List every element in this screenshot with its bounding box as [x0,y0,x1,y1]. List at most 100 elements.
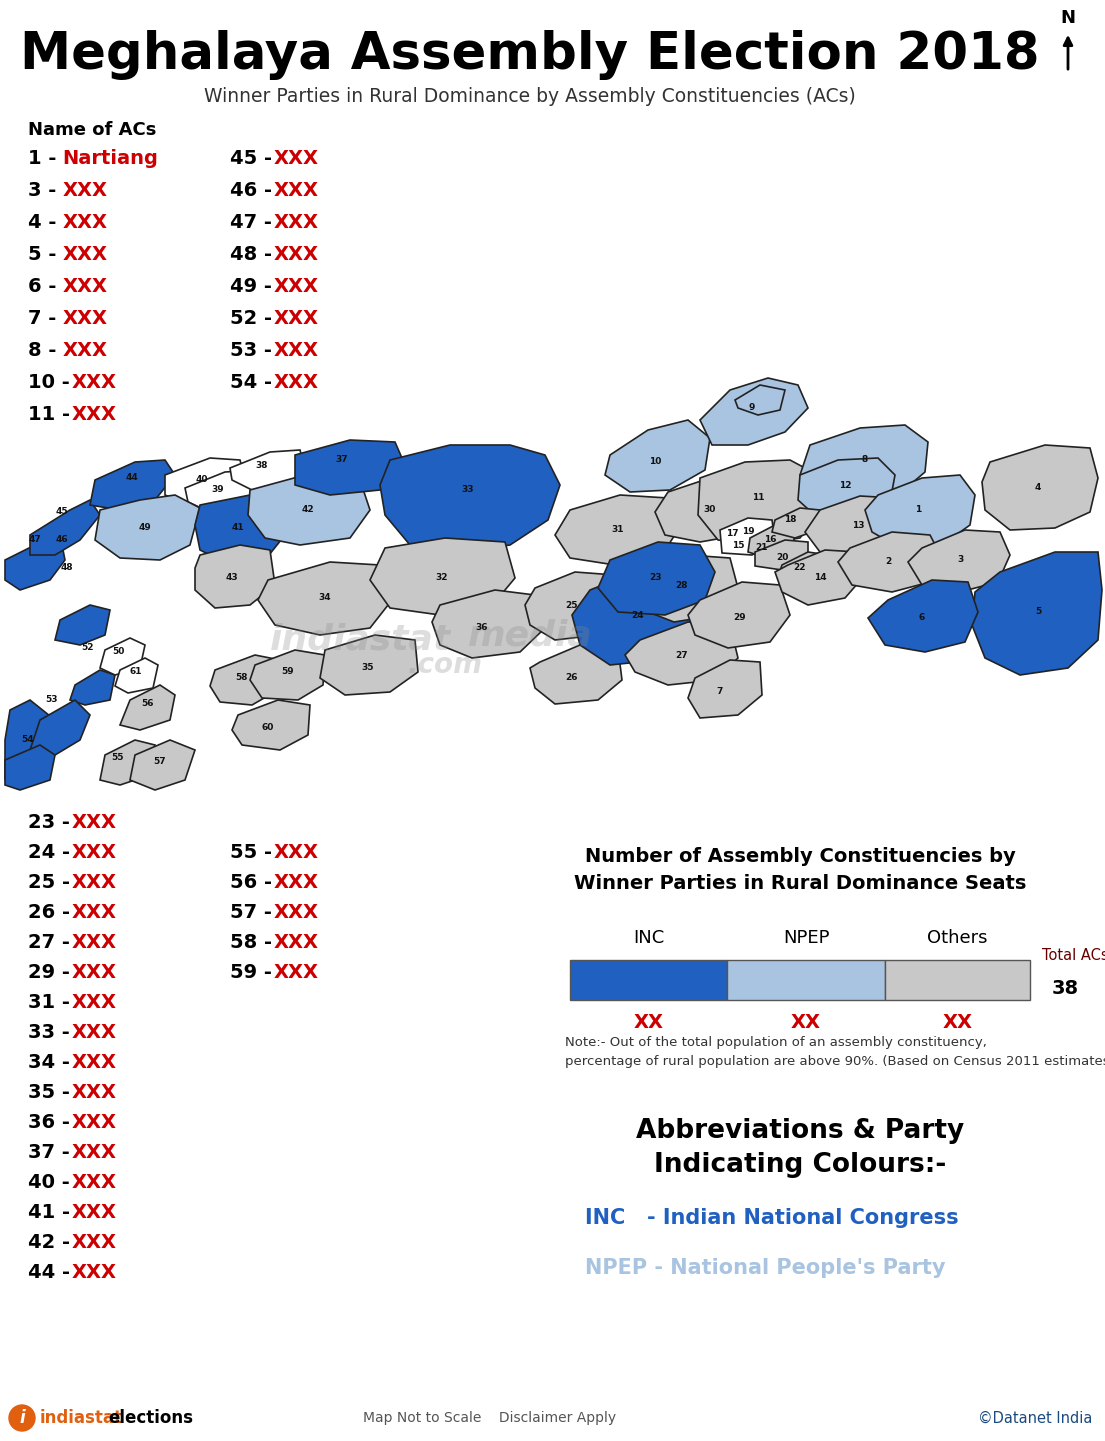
Text: 8 -: 8 - [28,340,63,359]
Text: XX: XX [943,1013,972,1032]
Text: 58: 58 [235,673,249,683]
Text: 46: 46 [55,536,69,545]
Text: XXX: XXX [72,405,116,424]
Text: 33: 33 [462,486,474,494]
Text: XXX: XXX [72,932,116,951]
Text: 47: 47 [29,536,41,545]
Text: XXX: XXX [72,1052,116,1072]
Text: 17: 17 [726,529,738,537]
Polygon shape [194,496,285,565]
Text: ©Datanet India: ©Datanet India [978,1411,1092,1425]
Text: XXX: XXX [63,340,107,359]
Polygon shape [130,741,194,790]
Text: 8: 8 [862,455,869,464]
Text: XXX: XXX [273,180,318,199]
Text: 19: 19 [741,527,755,536]
Text: NPEP: NPEP [782,929,830,947]
Polygon shape [320,635,418,695]
Text: 37: 37 [336,455,348,464]
Text: XXX: XXX [273,212,318,232]
Text: 14: 14 [813,574,827,582]
Polygon shape [869,579,978,651]
Text: indiastat: indiastat [270,623,451,657]
Text: 37 -: 37 - [28,1143,76,1161]
Text: Map Not to Scale    Disclaimer Apply: Map Not to Scale Disclaimer Apply [364,1411,617,1425]
Text: XX: XX [633,1013,664,1032]
Polygon shape [908,530,1010,592]
Text: NPEP - National People's Party: NPEP - National People's Party [585,1258,946,1278]
Text: XXX: XXX [273,902,318,921]
Polygon shape [530,646,622,705]
Text: 40: 40 [196,476,208,484]
Text: 50: 50 [112,647,124,657]
Text: XXX: XXX [63,308,107,327]
Text: 57: 57 [154,758,167,767]
Polygon shape [6,535,65,589]
Text: INC: INC [633,929,664,947]
Text: 38: 38 [1052,978,1080,997]
Polygon shape [115,659,158,693]
Text: 34 -: 34 - [28,1052,76,1072]
Polygon shape [90,460,175,510]
Text: Meghalaya Assembly Election 2018: Meghalaya Assembly Election 2018 [20,30,1040,81]
Polygon shape [555,496,678,565]
Text: 5 -: 5 - [28,245,63,264]
Text: Others: Others [927,929,988,947]
Text: XXX: XXX [72,373,116,392]
Text: 2: 2 [885,558,891,566]
Polygon shape [230,450,305,490]
Text: 10 -: 10 - [28,373,76,392]
Text: i: i [19,1409,25,1427]
Text: 26: 26 [566,673,578,683]
Text: XXX: XXX [72,1112,116,1131]
Text: INC   - Indian National Congress: INC - Indian National Congress [585,1208,959,1228]
Polygon shape [6,700,60,780]
Polygon shape [30,700,90,755]
Polygon shape [655,478,758,542]
Polygon shape [380,445,560,552]
Text: 41: 41 [232,523,244,533]
Text: 56: 56 [141,699,155,709]
Text: XXX: XXX [72,1262,116,1281]
Text: 42: 42 [302,506,314,514]
Text: 49 -: 49 - [230,277,278,295]
Text: 30: 30 [704,506,716,514]
Text: 24: 24 [632,611,644,620]
Text: 13: 13 [852,520,864,529]
Text: 54 -: 54 - [230,373,278,392]
Polygon shape [70,670,115,705]
Text: 22: 22 [793,563,807,572]
Text: N: N [1061,9,1075,27]
Polygon shape [232,700,311,749]
Text: 43: 43 [225,574,239,582]
Text: 5: 5 [1035,608,1041,617]
Text: .com: .com [408,651,483,679]
Text: 23: 23 [649,574,661,582]
Text: Name of ACs: Name of ACs [28,121,157,138]
Text: 4: 4 [1034,484,1041,493]
Text: XXX: XXX [273,340,318,359]
Polygon shape [798,458,895,517]
Text: XXX: XXX [63,212,107,232]
Text: 53 -: 53 - [230,340,278,359]
Text: 38: 38 [255,461,269,470]
Text: XXX: XXX [273,277,318,295]
Polygon shape [185,470,262,512]
Text: XXX: XXX [72,1202,116,1222]
Text: 21: 21 [756,543,768,552]
Text: 20: 20 [776,553,788,562]
Text: 34: 34 [318,594,331,602]
Polygon shape [806,496,905,558]
Text: 27 -: 27 - [28,932,76,951]
Text: 40 -: 40 - [28,1173,76,1192]
Text: 15: 15 [732,540,745,549]
Polygon shape [606,419,711,491]
Text: 57 -: 57 - [230,902,278,921]
Text: XXX: XXX [72,1082,116,1101]
Text: 39: 39 [212,486,224,494]
Polygon shape [628,555,738,623]
Polygon shape [778,552,828,582]
Text: XXX: XXX [273,373,318,392]
Polygon shape [6,745,55,790]
Text: 60: 60 [262,723,274,732]
